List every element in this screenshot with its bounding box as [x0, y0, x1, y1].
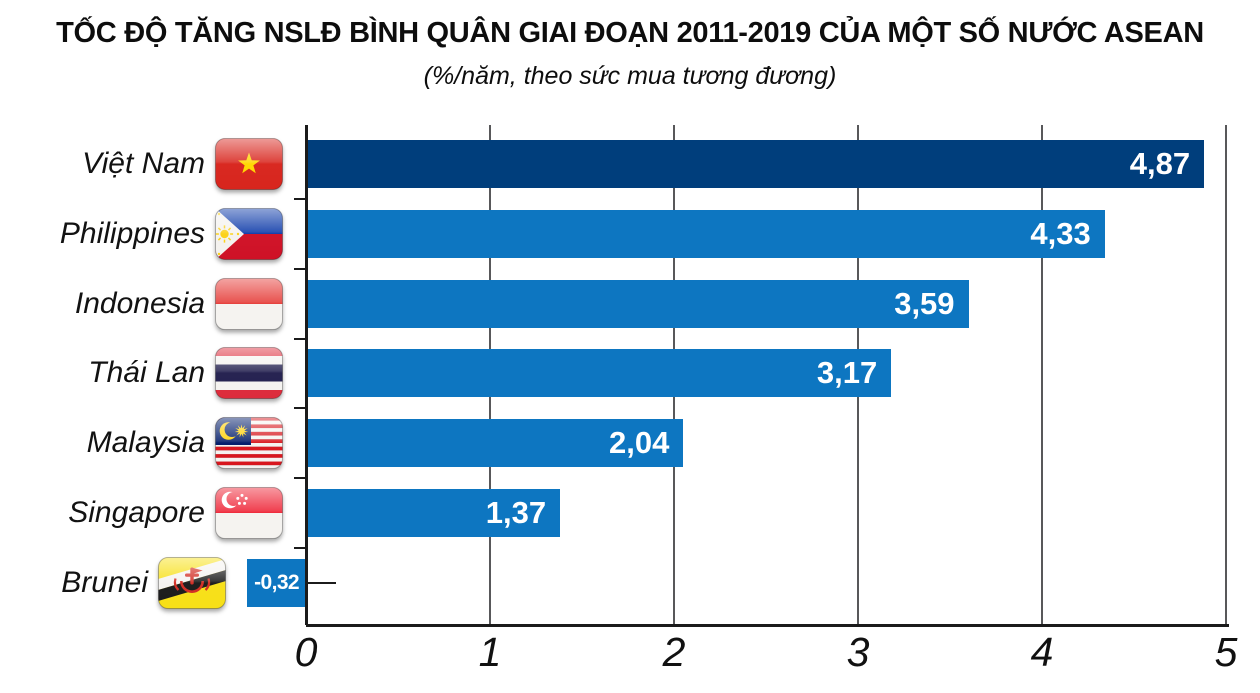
- bar-malaysia: 2,04: [308, 419, 684, 468]
- y-axis-line: [304, 125, 308, 625]
- gridline: [1041, 125, 1043, 625]
- country-label-viet-nam: Việt Nam: [82, 147, 205, 180]
- bar-value-label: -0,32: [254, 570, 299, 594]
- bar-value-label: 4,87: [1129, 146, 1191, 181]
- country-label-philippines: Philippines: [59, 216, 205, 250]
- country-label-indonesia: Indonesia: [74, 286, 205, 320]
- brunei-flag-icon: [158, 556, 226, 609]
- bar-value-label: 3,59: [894, 285, 955, 321]
- gridline: [1225, 125, 1227, 625]
- bar-brunei: -0,32: [247, 558, 306, 607]
- singapore-flag-icon: [215, 487, 283, 539]
- x-tick-label: 1: [478, 629, 502, 675]
- category-tick: [294, 407, 306, 410]
- bar-indonesia: 3,59: [308, 279, 969, 328]
- x-tick-label: 0: [294, 629, 318, 675]
- thailand-flag-icon: [215, 347, 283, 400]
- x-axis-line: [306, 624, 1229, 627]
- x-tick-label: 4: [1030, 629, 1054, 675]
- x-tick-label: 2: [662, 629, 686, 675]
- country-label-singapore: Singapore: [68, 496, 205, 529]
- bar-philippines: 4,33: [308, 209, 1105, 258]
- bar-viet-nam: 4,87: [308, 140, 1205, 188]
- country-label-thai-lan: Thái Lan: [88, 356, 205, 390]
- category-tick: [294, 546, 306, 549]
- category-tick: [294, 477, 306, 480]
- bar-thai-lan: 3,17: [308, 349, 892, 398]
- category-tick-brunei: [308, 581, 336, 584]
- category-tick: [294, 337, 306, 340]
- malaysia-flag-icon: [215, 417, 283, 470]
- bar-value-label: 3,17: [816, 355, 878, 391]
- bar-singapore: 1,37: [308, 489, 561, 537]
- country-label-brunei: Brunei: [61, 565, 148, 599]
- chart-subtitle: (%/năm, theo sức mua tương đương): [423, 62, 837, 90]
- category-tick: [294, 197, 306, 200]
- bar-value-label: 1,37: [485, 495, 547, 530]
- country-label-malaysia: Malaysia: [86, 426, 205, 460]
- vietnam-flag-icon: [215, 138, 283, 190]
- bar-value-label: 2,04: [609, 425, 670, 461]
- chart-title: TỐC ĐỘ TĂNG NSLĐ BÌNH QUÂN GIAI ĐOẠN 201…: [56, 17, 1204, 49]
- philippines-flag-icon: [215, 207, 283, 260]
- x-tick-label: 5: [1214, 629, 1238, 675]
- category-tick: [294, 267, 306, 270]
- bar-value-label: 4,33: [1030, 215, 1091, 251]
- indonesia-flag-icon: [215, 277, 283, 330]
- x-tick-label: 3: [846, 629, 870, 675]
